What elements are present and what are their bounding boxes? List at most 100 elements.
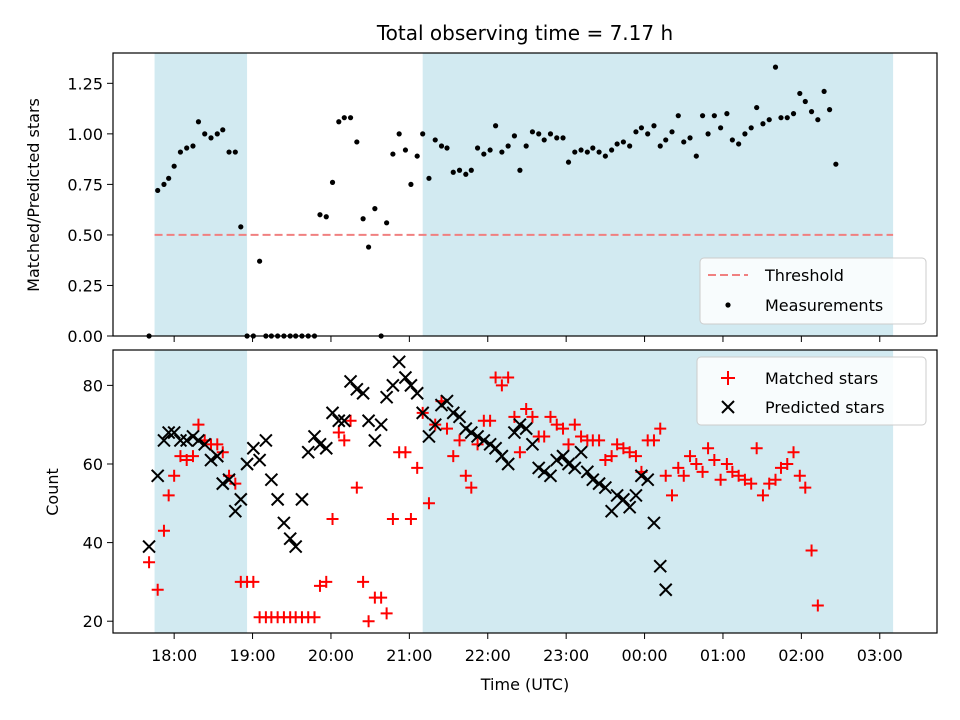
- measurement-point: [602, 153, 608, 159]
- matched-star-point: [471, 438, 484, 451]
- top-y-ticks: 0.00 0.25 0.50 0.75 1.00 1.25: [67, 74, 113, 346]
- matched-star-point: [447, 450, 460, 463]
- predicted-star-point: [561, 457, 576, 471]
- measurement-point: [214, 131, 220, 137]
- measurement-point: [645, 131, 651, 137]
- measurement-point: [754, 104, 760, 111]
- measurement-points: [146, 64, 839, 339]
- measurement-point: [372, 206, 378, 212]
- predicted-star-point: [379, 390, 394, 404]
- matched-star-point: [338, 434, 351, 447]
- measurement-point: [572, 149, 578, 155]
- measurement-point: [341, 115, 347, 121]
- measurement-point: [190, 143, 196, 149]
- predicted-star-point: [161, 425, 176, 440]
- top-x-ticks: [173, 336, 881, 342]
- predicted-star-point: [629, 488, 643, 503]
- matched-star-point: [647, 434, 660, 447]
- predicted-star-point: [222, 473, 236, 487]
- predicted-star-point: [264, 473, 279, 487]
- matched-star-point: [495, 379, 508, 392]
- predicted-star-point: [167, 425, 181, 440]
- matched-star-point: [520, 402, 533, 415]
- predicted-star-point: [610, 488, 624, 503]
- bottom-x-tick-label: 01:00: [700, 646, 746, 665]
- measurement-point: [492, 123, 499, 129]
- predicted-star-point: [495, 449, 509, 463]
- measurement-point: [323, 214, 329, 220]
- predicted-star-point: [464, 425, 479, 440]
- measurement-point: [821, 88, 827, 95]
- measurement-point: [481, 151, 487, 157]
- measurement-point: [620, 139, 626, 145]
- predicted-star-point: [283, 531, 297, 546]
- matched-star-point: [793, 469, 806, 482]
- bottom-x-tick-label: 21:00: [386, 646, 432, 665]
- bottom-x-tick-label: 20:00: [308, 646, 354, 665]
- matched-star-point: [666, 489, 679, 502]
- measurement-point: [336, 119, 342, 125]
- bottom-shaded-region: [154, 350, 248, 633]
- predicted-star-point: [543, 469, 558, 483]
- measurement-point: [699, 113, 706, 119]
- measurement-point: [833, 161, 839, 167]
- measurement-point: [232, 149, 238, 155]
- measurement-point: [396, 131, 402, 137]
- measurement-point: [432, 137, 438, 143]
- matched-star-point: [526, 410, 539, 423]
- matched-star-point: [344, 414, 357, 427]
- bottom-x-tick-label: 03:00: [857, 646, 903, 665]
- bottom-x-tick-label: 00:00: [622, 646, 668, 665]
- matched-star-point: [805, 544, 818, 557]
- predicted-star-point: [616, 492, 631, 507]
- predicted-star-point: [246, 441, 261, 455]
- predicted-star-point: [398, 370, 413, 385]
- bottom-y-tick-label: 20: [83, 612, 103, 631]
- predicted-star-point: [428, 417, 442, 432]
- measurement-point: [802, 98, 808, 105]
- chart-title: Total observing time = 7.17 h: [376, 21, 673, 45]
- matched-star-point: [465, 481, 478, 494]
- measurement-point: [414, 153, 420, 159]
- predicted-star-point: [459, 421, 473, 436]
- predicted-star-point: [410, 386, 424, 400]
- measurement-point: [360, 216, 366, 222]
- predicted-star-points: [142, 355, 673, 597]
- predicted-star-point: [356, 386, 370, 400]
- predicted-star-point: [415, 406, 430, 420]
- predicted-star-point: [640, 473, 655, 487]
- predicted-star-point: [598, 480, 613, 495]
- measurement-point: [784, 115, 790, 121]
- measurement-point: [815, 117, 821, 123]
- predicted-star-point: [374, 417, 388, 432]
- predicted-star-point: [483, 437, 497, 452]
- matched-star-point: [750, 442, 763, 455]
- matched-star-point: [326, 513, 339, 526]
- measurement-point: [529, 129, 536, 135]
- top-y-tick-label: 0.75: [67, 175, 103, 194]
- bottom-x-tick-label: 18:00: [151, 646, 197, 665]
- predicted-star-point: [434, 398, 449, 412]
- measurement-point: [444, 145, 450, 151]
- measurement-point: [365, 244, 372, 250]
- legend-threshold-label: Threshold: [764, 266, 844, 285]
- measurement-point: [238, 224, 244, 230]
- matched-star-point: [732, 469, 745, 482]
- measurement-point: [554, 135, 560, 141]
- measurement-point: [226, 149, 232, 155]
- top-y-tick-label: 0.50: [67, 226, 103, 245]
- matched-star-point: [484, 414, 497, 427]
- measurement-point: [596, 149, 602, 155]
- matched-star-point: [404, 513, 417, 526]
- matched-star-point: [313, 579, 326, 592]
- matched-star-point: [623, 446, 636, 459]
- measurement-point: [354, 139, 360, 145]
- matched-star-point: [399, 446, 412, 459]
- x-axis-label: Time (UTC): [480, 675, 569, 694]
- top-legend: Threshold Measurements: [699, 257, 927, 325]
- matched-star-point: [380, 607, 393, 620]
- bottom-y-ticks: 20 40 60 80: [83, 376, 113, 631]
- matched-star-point: [440, 422, 453, 435]
- matched-star-point: [362, 615, 375, 628]
- measurement-point: [790, 111, 797, 117]
